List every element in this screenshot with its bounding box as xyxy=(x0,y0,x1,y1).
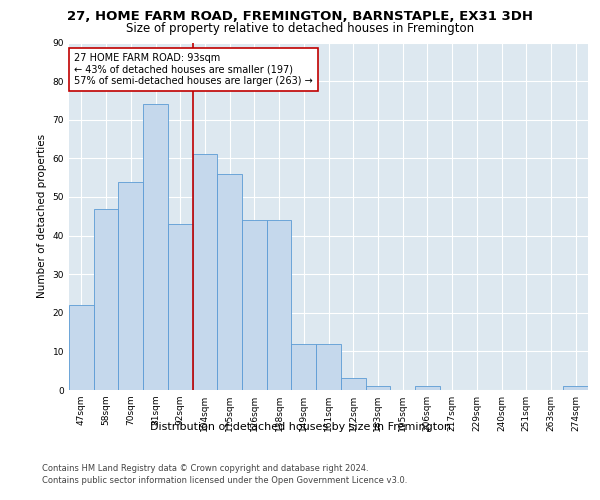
Text: Distribution of detached houses by size in Fremington: Distribution of detached houses by size … xyxy=(149,422,451,432)
Bar xyxy=(168,224,193,390)
Text: 27 HOME FARM ROAD: 93sqm
← 43% of detached houses are smaller (197)
57% of semi-: 27 HOME FARM ROAD: 93sqm ← 43% of detach… xyxy=(74,53,313,86)
Bar xyxy=(316,344,341,390)
Bar xyxy=(292,344,316,390)
Bar xyxy=(193,154,217,390)
Text: Contains public sector information licensed under the Open Government Licence v3: Contains public sector information licen… xyxy=(42,476,407,485)
Bar xyxy=(267,220,292,390)
Bar xyxy=(341,378,365,390)
Text: 27, HOME FARM ROAD, FREMINGTON, BARNSTAPLE, EX31 3DH: 27, HOME FARM ROAD, FREMINGTON, BARNSTAP… xyxy=(67,10,533,23)
Text: Contains HM Land Registry data © Crown copyright and database right 2024.: Contains HM Land Registry data © Crown c… xyxy=(42,464,368,473)
Bar xyxy=(563,386,588,390)
Bar xyxy=(94,208,118,390)
Bar xyxy=(143,104,168,390)
Bar xyxy=(118,182,143,390)
Bar xyxy=(365,386,390,390)
Bar xyxy=(217,174,242,390)
Bar xyxy=(69,305,94,390)
Y-axis label: Number of detached properties: Number of detached properties xyxy=(37,134,47,298)
Bar xyxy=(415,386,440,390)
Bar xyxy=(242,220,267,390)
Text: Size of property relative to detached houses in Fremington: Size of property relative to detached ho… xyxy=(126,22,474,35)
